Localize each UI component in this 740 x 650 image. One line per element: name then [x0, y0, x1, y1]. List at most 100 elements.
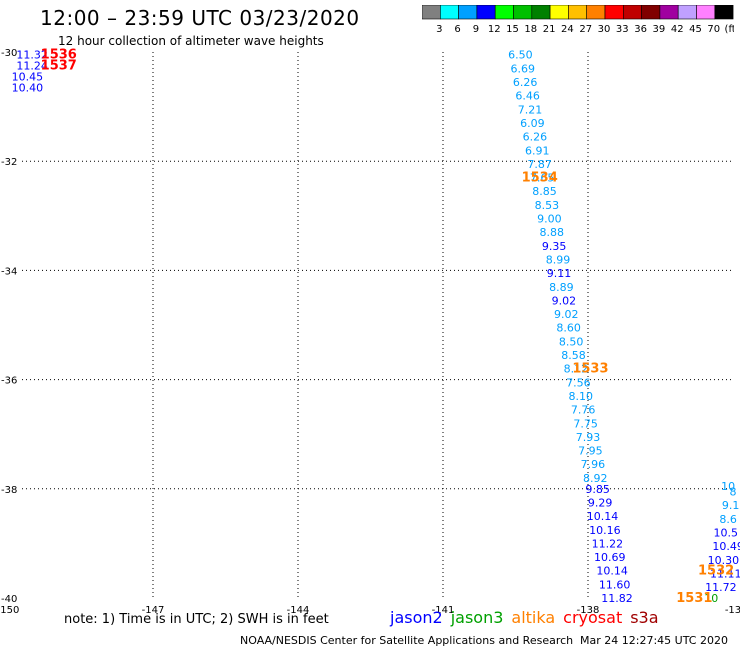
- data-label: 11.72: [705, 581, 737, 594]
- data-label: 7.21: [518, 103, 543, 116]
- data-label: 8.53: [535, 199, 560, 212]
- data-label: 1532: [698, 564, 734, 579]
- data-label: 11.82: [601, 592, 633, 605]
- legend-tick-label: 36: [634, 24, 647, 35]
- data-label: 8.99: [546, 253, 571, 266]
- x-tick-label: -150: [0, 605, 19, 616]
- data-label: 11.11: [710, 567, 740, 580]
- satellite-label: s3a: [630, 608, 659, 627]
- legend-tick-label: 21: [543, 24, 556, 35]
- data-label: 7.56: [566, 376, 591, 389]
- data-label: 6.26: [523, 131, 548, 144]
- y-tick-label: -36: [1, 376, 17, 387]
- data-label: 8: [730, 486, 737, 499]
- legend-tick-label: 3: [436, 24, 442, 35]
- data-label: 11.60: [599, 578, 631, 591]
- data-label: 6.46: [515, 90, 540, 103]
- legend-tick-label: 45: [689, 24, 702, 35]
- data-label: 1533: [572, 362, 608, 377]
- data-label: 7.75: [573, 417, 598, 430]
- x-tick-label: -13: [725, 605, 740, 616]
- data-label: 7.95: [578, 445, 603, 458]
- data-label: 8.6: [719, 513, 737, 526]
- data-label: 6.09: [520, 117, 545, 130]
- legend-tick-label: (ft): [725, 24, 734, 35]
- legend-tick-label: 12: [488, 24, 501, 35]
- data-label: 9.35: [542, 240, 567, 253]
- data-label: 6.50: [508, 49, 533, 62]
- footer-credit: NOAA/NESDIS Center for Satellite Applica…: [240, 634, 574, 647]
- satellite-label: cryosat: [563, 608, 623, 627]
- legend-tick-label: 18: [524, 24, 537, 35]
- data-label: 11.32: [16, 49, 48, 62]
- data-label: 7.65: [530, 172, 555, 185]
- data-label: 8.58: [561, 349, 586, 362]
- legend-tick-label: 30: [598, 24, 611, 35]
- data-label: 10.45: [12, 71, 44, 84]
- legend-tick-label: 9: [473, 24, 479, 35]
- data-label: 8.92: [583, 472, 608, 485]
- satellite-legend: jason2 jason3 altika cryosat s3a: [390, 608, 667, 627]
- data-label: 9.00: [537, 213, 562, 226]
- legend-tick-label: 27: [579, 24, 592, 35]
- data-label: 11.24: [16, 60, 48, 73]
- y-tick-label: -38: [1, 485, 17, 496]
- x-tick-label: -141: [432, 605, 455, 616]
- data-label: 8.89: [549, 281, 574, 294]
- data-label: 1531: [676, 591, 712, 606]
- satellite-label: altika: [511, 608, 556, 627]
- data-label: 10.40: [12, 81, 44, 94]
- legend-tick-label: 24: [561, 24, 574, 35]
- x-tick-label: -147: [142, 605, 165, 616]
- legend-tick-label: 15: [506, 24, 519, 35]
- data-label: 7.96: [581, 458, 606, 471]
- footer-note: note: 1) Time is in UTC; 2) SWH is in fe…: [64, 612, 329, 627]
- data-label: 11.22: [592, 537, 624, 550]
- data-label: 7.76: [571, 404, 596, 417]
- y-tick-label: -40: [1, 594, 17, 605]
- data-label: 9.02: [552, 294, 577, 307]
- data-label: 9.85: [585, 483, 610, 496]
- data-label: 8.60: [556, 322, 581, 335]
- data-label: 9.02: [554, 308, 579, 321]
- footer-timestamp: Mar 24 12:27:45 UTC 2020: [580, 634, 728, 647]
- legend-tick-label: 42: [671, 24, 684, 35]
- data-label: 10.14: [587, 510, 619, 523]
- data-label: 10: [704, 592, 718, 605]
- data-label: 10.16: [589, 524, 621, 537]
- y-tick-label: -32: [1, 157, 17, 168]
- page-title: 12:00 – 23:59 UTC 03/23/2020: [40, 6, 360, 30]
- y-tick-label: -30: [1, 48, 17, 59]
- x-tick-label: -144: [287, 605, 310, 616]
- data-label: 10.5: [714, 526, 739, 539]
- data-label: 10: [721, 480, 735, 493]
- data-label: 6.26: [513, 76, 538, 89]
- data-label: 8.50: [559, 335, 584, 348]
- data-label: 1537: [41, 59, 77, 74]
- data-label: 8.12: [564, 363, 589, 376]
- page-subtitle: 12 hour collection of altimeter wave hei…: [58, 34, 324, 48]
- data-label: 9.1: [722, 499, 740, 512]
- legend-swatch: [714, 5, 734, 20]
- data-label: 8.10: [569, 390, 594, 403]
- data-label: 7.93: [576, 431, 601, 444]
- legend-tick-label: 39: [653, 24, 666, 35]
- data-label: 6.91: [525, 144, 550, 157]
- data-label: 1536: [41, 48, 77, 63]
- data-label: 8.88: [540, 226, 565, 239]
- data-label: 10.14: [596, 565, 628, 578]
- legend-tick-label: 33: [616, 24, 629, 35]
- legend-tick-label: 70: [707, 24, 720, 35]
- satellite-label: jason2: [390, 608, 443, 627]
- data-label: 10.69: [594, 551, 626, 564]
- data-label: 8.85: [532, 185, 557, 198]
- data-label: 9.29: [588, 496, 613, 509]
- data-label: 10.49: [712, 540, 740, 553]
- x-tick-label: -138: [577, 605, 600, 616]
- legend-tick-label: 6: [454, 24, 460, 35]
- data-label: 6.69: [511, 62, 536, 75]
- data-label: 1534: [522, 171, 558, 186]
- y-tick-label: -34: [1, 266, 17, 277]
